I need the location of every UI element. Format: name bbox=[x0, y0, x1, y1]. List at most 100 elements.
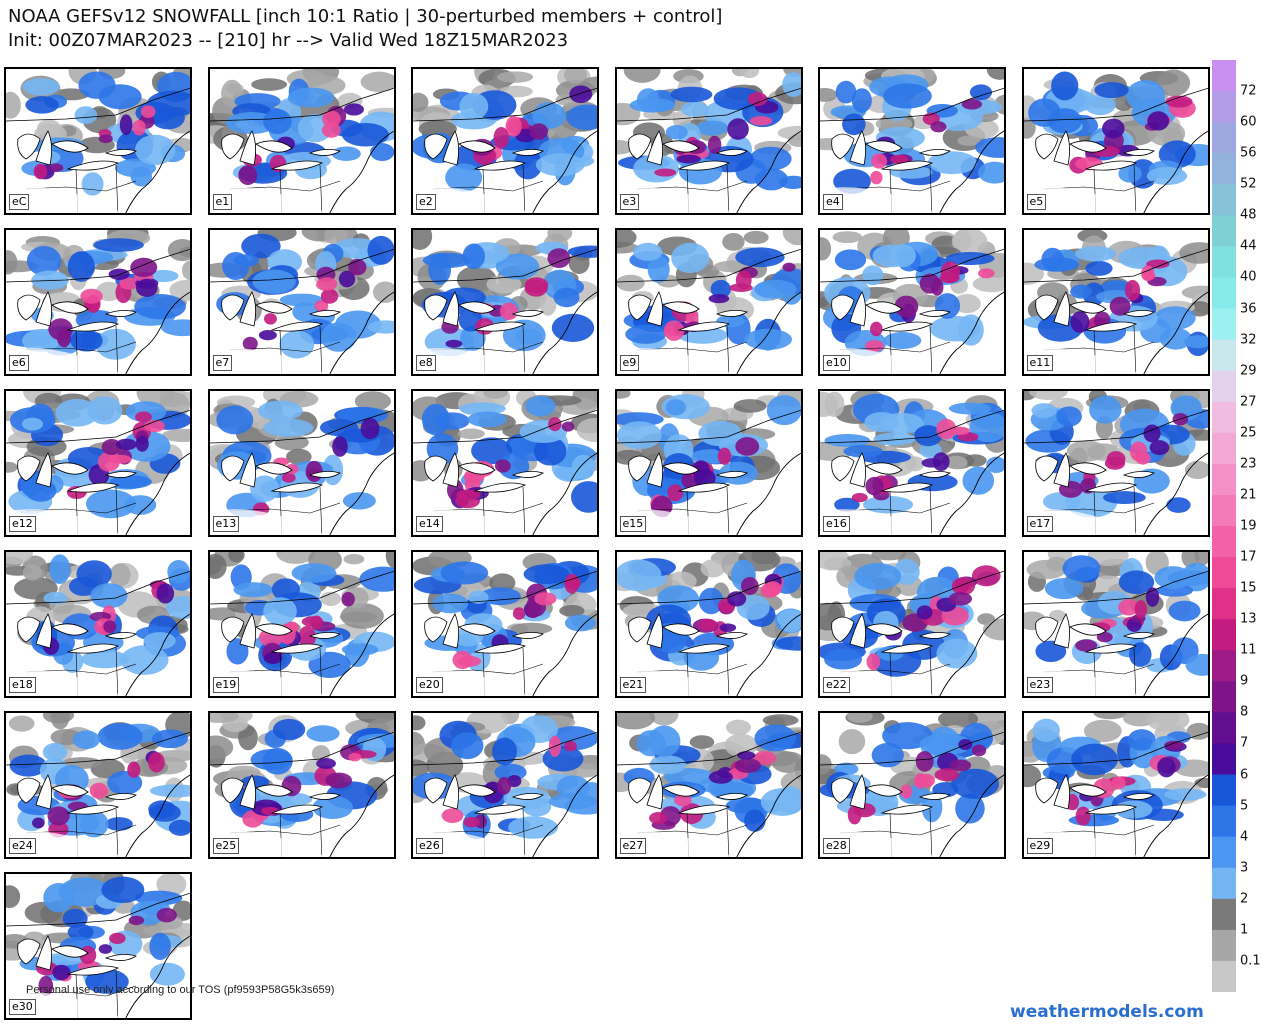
colorbar-tick-label: 4 bbox=[1240, 829, 1249, 845]
snowfall-map bbox=[1023, 69, 1208, 213]
panel-label: e7 bbox=[212, 355, 233, 371]
ensemble-panel: e21 bbox=[614, 550, 803, 698]
ensemble-panel: e20 bbox=[411, 550, 599, 698]
snowfall-map bbox=[616, 391, 801, 535]
snowfall-map bbox=[820, 391, 1004, 535]
snowfall-map bbox=[209, 713, 394, 857]
ensemble-panel: e17 bbox=[1021, 389, 1210, 537]
snowfall-map bbox=[1023, 552, 1208, 696]
colorbar-swatch bbox=[1212, 339, 1236, 372]
snowfall-colorbar bbox=[1212, 60, 1236, 992]
tos-notice: Personal use only according to our TOS (… bbox=[26, 984, 335, 996]
ensemble-panel: e11 bbox=[1021, 228, 1210, 376]
colorbar-tick-label: 56 bbox=[1240, 145, 1257, 161]
snowfall-map bbox=[820, 713, 1004, 857]
colorbar-swatch bbox=[1212, 153, 1236, 185]
panel-label: e25 bbox=[212, 838, 240, 854]
colorbar-tick-label: 72 bbox=[1240, 83, 1257, 99]
panel-label: e21 bbox=[619, 677, 647, 693]
panel-label: e4 bbox=[823, 194, 843, 210]
ensemble-panel: e12 bbox=[4, 389, 192, 537]
snowfall-map bbox=[413, 69, 597, 213]
colorbar-swatch bbox=[1212, 960, 1236, 992]
ensemble-panel: e13 bbox=[207, 389, 396, 537]
panel-label: eC bbox=[9, 194, 30, 210]
panel-label: e28 bbox=[823, 838, 850, 854]
colorbar-tick-label: 60 bbox=[1240, 114, 1257, 130]
colorbar-swatch bbox=[1212, 712, 1236, 744]
snowfall-map bbox=[1023, 230, 1208, 374]
colorbar-swatch bbox=[1212, 588, 1236, 620]
panel-label: e3 bbox=[619, 194, 640, 210]
colorbar-tick-label: 21 bbox=[1240, 487, 1257, 503]
snowfall-map bbox=[6, 552, 190, 696]
colorbar-swatch bbox=[1212, 805, 1236, 838]
snowfall-map bbox=[209, 69, 394, 213]
colorbar-tick-label: 25 bbox=[1240, 425, 1257, 441]
panel-label: e17 bbox=[1026, 516, 1054, 532]
panel-label: e2 bbox=[416, 194, 436, 210]
panel-label: e11 bbox=[1026, 355, 1054, 371]
colorbar-swatch bbox=[1212, 836, 1236, 869]
ensemble-panel: e3 bbox=[614, 67, 803, 215]
snowfall-map bbox=[616, 69, 801, 213]
colorbar-tick-label: 3 bbox=[1240, 860, 1249, 876]
colorbar-tick-label: 48 bbox=[1240, 207, 1257, 223]
colorbar-tick-label: 0.1 bbox=[1240, 953, 1261, 969]
colorbar-swatch bbox=[1212, 308, 1236, 341]
panel-label: e6 bbox=[9, 355, 29, 371]
ensemble-panel: e8 bbox=[411, 228, 599, 376]
colorbar-swatch bbox=[1212, 122, 1236, 154]
colorbar-swatch bbox=[1212, 463, 1236, 496]
colorbar-swatch bbox=[1212, 898, 1236, 931]
ensemble-panel: e7 bbox=[207, 228, 396, 376]
panel-label: e30 bbox=[9, 999, 36, 1015]
colorbar-swatch bbox=[1212, 557, 1236, 589]
map-subtitle: Init: 00Z07MAR2023 -- [210] hr --> Valid… bbox=[8, 30, 569, 51]
ensemble-panel: e22 bbox=[818, 550, 1006, 698]
panel-label: e8 bbox=[416, 355, 436, 371]
colorbar-swatch bbox=[1212, 246, 1236, 278]
colorbar-swatch bbox=[1212, 650, 1236, 682]
colorbar-swatch bbox=[1212, 526, 1236, 558]
snowfall-map bbox=[6, 391, 190, 535]
brand-watermark: weathermodels.com bbox=[1010, 1002, 1204, 1022]
ensemble-panel: e18 bbox=[4, 550, 192, 698]
colorbar-tick-label: 5 bbox=[1240, 798, 1249, 814]
snowfall-map bbox=[209, 552, 394, 696]
colorbar-swatch bbox=[1212, 432, 1236, 465]
panel-label: e14 bbox=[416, 516, 443, 532]
panel-label: e9 bbox=[619, 355, 640, 371]
colorbar-tick-label: 29 bbox=[1240, 363, 1257, 379]
colorbar-swatch bbox=[1212, 619, 1236, 651]
ensemble-panel: e27 bbox=[614, 711, 803, 859]
colorbar-swatch bbox=[1212, 60, 1236, 92]
ensemble-panel: e25 bbox=[207, 711, 396, 859]
colorbar-swatch bbox=[1212, 91, 1236, 123]
colorbar-swatch bbox=[1212, 681, 1236, 713]
colorbar-swatch bbox=[1212, 743, 1236, 776]
colorbar-swatch bbox=[1212, 184, 1236, 216]
colorbar-swatch bbox=[1212, 277, 1236, 310]
panel-label: e24 bbox=[9, 838, 36, 854]
ensemble-panel: e16 bbox=[818, 389, 1006, 537]
ensemble-panel: e29 bbox=[1021, 711, 1210, 859]
ensemble-panel: e4 bbox=[818, 67, 1006, 215]
panel-label: e12 bbox=[9, 516, 36, 532]
colorbar-swatch bbox=[1212, 867, 1236, 900]
ensemble-panel: e1 bbox=[207, 67, 396, 215]
snowfall-map bbox=[6, 713, 190, 857]
colorbar-tick-label: 13 bbox=[1240, 611, 1257, 627]
ensemble-panel: e23 bbox=[1021, 550, 1210, 698]
snowfall-map bbox=[413, 713, 597, 857]
panel-label: e16 bbox=[823, 516, 850, 532]
snowfall-map bbox=[413, 230, 597, 374]
panel-label: e27 bbox=[619, 838, 647, 854]
snowfall-map bbox=[6, 69, 190, 213]
ensemble-panel: e24 bbox=[4, 711, 192, 859]
ensemble-panel: e26 bbox=[411, 711, 599, 859]
colorbar-tick-label: 19 bbox=[1240, 518, 1257, 534]
panel-label: e15 bbox=[619, 516, 647, 532]
ensemble-panel: e9 bbox=[614, 228, 803, 376]
snowfall-map bbox=[820, 230, 1004, 374]
